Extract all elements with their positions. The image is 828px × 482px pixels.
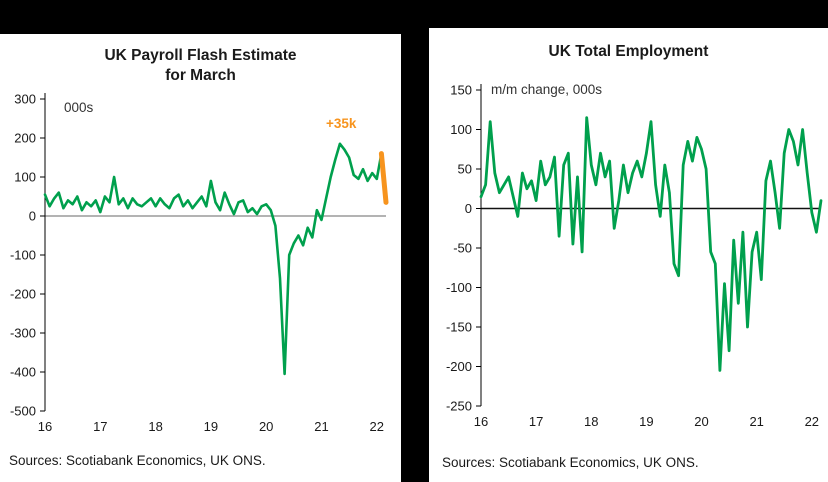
- svg-text:16: 16: [474, 414, 488, 429]
- payroll-chart-panel: UK Payroll Flash Estimate for March 000s…: [0, 34, 401, 482]
- svg-text:-200: -200: [10, 287, 36, 302]
- svg-text:-400: -400: [10, 365, 36, 380]
- svg-text:-200: -200: [446, 359, 472, 374]
- svg-text:0: 0: [29, 209, 36, 224]
- svg-text:20: 20: [259, 419, 273, 434]
- svg-text:-300: -300: [10, 326, 36, 341]
- employment-chart-panel: UK Total Employment m/m change, 000s 150…: [429, 28, 828, 482]
- payroll-chart-title: UK Payroll Flash Estimate for March: [104, 47, 297, 85]
- svg-text:200: 200: [14, 131, 36, 146]
- svg-text:100: 100: [14, 170, 36, 185]
- svg-text:-100: -100: [10, 248, 36, 263]
- svg-text:21: 21: [749, 414, 763, 429]
- svg-text:-250: -250: [446, 399, 472, 414]
- svg-text:-500: -500: [10, 404, 36, 419]
- svg-text:100: 100: [450, 122, 472, 137]
- svg-text:50: 50: [458, 162, 472, 177]
- employment-sources-text: Sources: Scotiabank Economics, UK ONS.: [442, 455, 699, 470]
- svg-text:17: 17: [529, 414, 543, 429]
- svg-text:19: 19: [639, 414, 653, 429]
- svg-text:19: 19: [204, 419, 218, 434]
- svg-text:22: 22: [370, 419, 384, 434]
- svg-text:22: 22: [805, 414, 819, 429]
- svg-text:150: 150: [450, 83, 472, 98]
- flash-annotation: +35k: [326, 116, 357, 131]
- payroll-unit-label: 000s: [64, 100, 94, 115]
- svg-text:20: 20: [694, 414, 708, 429]
- svg-text:300: 300: [14, 92, 36, 107]
- svg-text:-100: -100: [446, 280, 472, 295]
- payroll-sources-text: Sources: Scotiabank Economics, UK ONS.: [9, 453, 266, 468]
- svg-text:21: 21: [314, 419, 328, 434]
- employment-unit-label: m/m change, 000s: [491, 82, 603, 97]
- employment-chart-title: UK Total Employment: [548, 43, 709, 60]
- svg-text:0: 0: [465, 201, 472, 216]
- svg-text:17: 17: [93, 419, 107, 434]
- svg-text:18: 18: [584, 414, 598, 429]
- svg-text:16: 16: [38, 419, 52, 434]
- svg-text:-150: -150: [446, 320, 472, 335]
- svg-text:18: 18: [148, 419, 162, 434]
- svg-text:-50: -50: [453, 241, 472, 256]
